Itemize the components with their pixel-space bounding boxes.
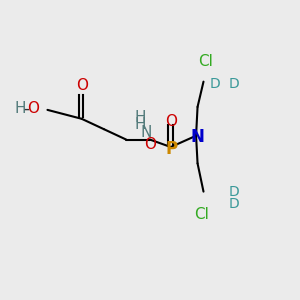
Text: D: D — [228, 77, 239, 91]
Text: -: - — [24, 99, 30, 117]
Text: O: O — [165, 114, 177, 129]
Text: P: P — [165, 140, 178, 158]
Text: H: H — [135, 110, 146, 125]
Text: Cl: Cl — [198, 54, 213, 69]
Text: H: H — [135, 117, 146, 132]
Text: Cl: Cl — [194, 207, 208, 222]
Text: N: N — [141, 125, 152, 140]
Text: N: N — [190, 128, 204, 146]
Text: D: D — [228, 185, 239, 199]
Text: D: D — [228, 197, 239, 211]
Text: O: O — [28, 101, 40, 116]
Text: O: O — [144, 137, 156, 152]
Text: H: H — [14, 101, 26, 116]
Text: D: D — [209, 77, 220, 91]
Text: O: O — [76, 78, 88, 93]
